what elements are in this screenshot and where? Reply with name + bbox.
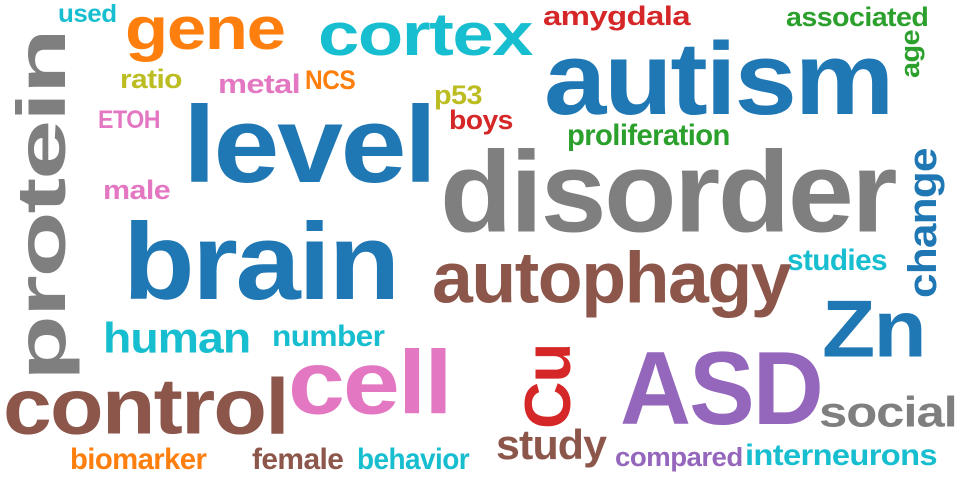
word-etoh: ETOH: [98, 106, 161, 134]
word-change: change: [900, 148, 946, 298]
word-brain: brain: [123, 202, 400, 323]
word-biomarker: biomarker: [70, 443, 207, 476]
word-studies: studies: [787, 244, 888, 277]
word-gene: gene: [125, 0, 286, 63]
word-behavior: behavior: [357, 443, 470, 476]
word-level: level: [183, 85, 437, 206]
word-ratio: ratio: [120, 63, 182, 94]
word-cortex: cortex: [318, 1, 533, 69]
word-associated: associated: [786, 1, 929, 32]
word-amygdala: amygdala: [543, 0, 691, 31]
word-interneurons: interneurons: [745, 439, 938, 472]
word-autism: autism: [544, 21, 894, 137]
word-cu: Cu: [512, 343, 585, 429]
word-male: male: [103, 174, 171, 205]
word-metal: metal: [218, 68, 301, 99]
word-cell: cell: [288, 332, 453, 434]
word-used: used: [58, 0, 117, 28]
word-p53: p53: [434, 79, 483, 110]
word-disorder: disorder: [440, 127, 898, 256]
word-social: social: [819, 387, 958, 436]
word-ncs: NCS: [305, 64, 356, 95]
word-control: control: [3, 361, 290, 451]
word-human: human: [103, 313, 251, 362]
word-boys: boys: [449, 104, 513, 135]
word-proliferation: proliferation: [567, 119, 730, 152]
word-female: female: [252, 443, 344, 476]
word-age: age: [895, 29, 925, 78]
word-asd: ASD: [620, 331, 824, 448]
word-compared: compared: [615, 442, 743, 472]
word-zn: Zn: [822, 283, 927, 375]
word-study: study: [496, 422, 607, 469]
word-number: number: [272, 320, 385, 353]
word-protein: protein: [3, 30, 81, 381]
word-autophagy: autophagy: [432, 237, 792, 319]
